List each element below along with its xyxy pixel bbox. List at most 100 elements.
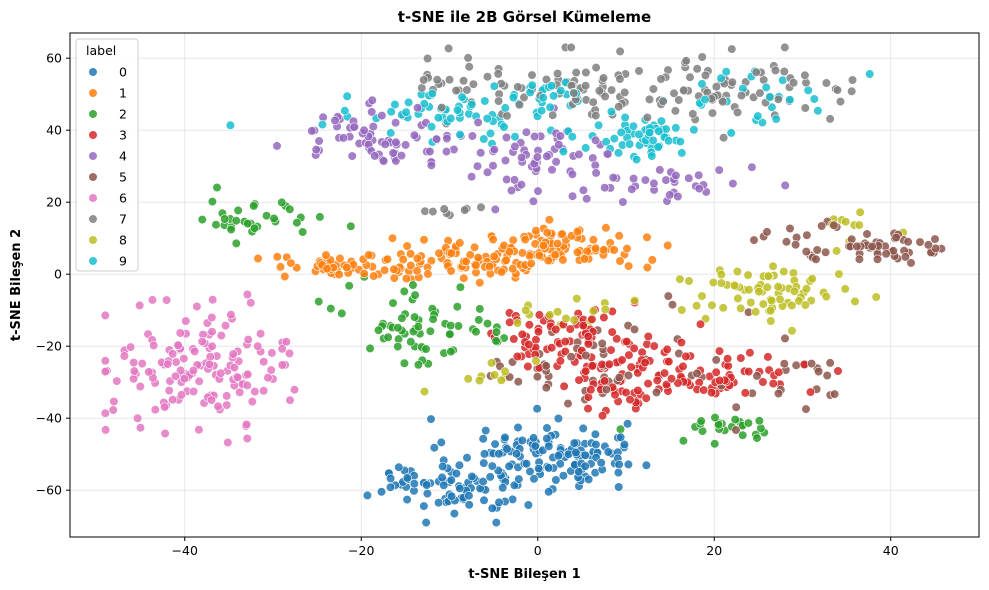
data-point-label-6	[129, 366, 139, 376]
data-point-label-7	[569, 88, 579, 98]
data-point-label-9	[558, 147, 569, 157]
x-tick-label: −20	[348, 543, 374, 558]
data-point-label-6	[126, 342, 136, 352]
data-point-label-0	[362, 490, 373, 501]
data-point-label-8	[821, 292, 831, 302]
data-point-label-6	[259, 357, 269, 367]
data-point-label-2	[474, 315, 484, 325]
data-point-label-4	[528, 196, 539, 206]
data-point-label-8	[775, 294, 785, 305]
data-point-label-4	[489, 145, 499, 155]
data-point-label-6	[205, 359, 215, 369]
data-point-label-4	[640, 175, 651, 185]
data-point-label-1	[446, 248, 457, 258]
data-point-label-2	[315, 212, 325, 222]
data-point-label-1	[552, 239, 563, 249]
data-point-label-4	[401, 140, 411, 150]
data-point-label-6	[243, 335, 253, 345]
y-tick-label: −40	[36, 411, 62, 426]
data-point-label-3	[643, 379, 653, 389]
data-point-label-3	[517, 329, 527, 340]
data-point-label-8	[787, 326, 797, 336]
y-tick-label: 60	[46, 51, 62, 66]
data-point-label-9	[616, 127, 626, 137]
legend-marker-5	[88, 172, 98, 182]
data-point-label-3	[711, 367, 721, 377]
data-point-label-0	[574, 467, 584, 477]
data-point-label-4	[388, 148, 398, 158]
data-point-label-1	[359, 269, 369, 279]
data-point-label-7	[581, 67, 591, 78]
data-point-label-7	[711, 82, 722, 92]
data-point-label-7	[462, 85, 472, 95]
data-point-label-2	[383, 332, 393, 342]
data-point-label-6	[220, 321, 231, 331]
data-point-label-5	[513, 377, 523, 387]
data-point-label-8	[707, 300, 717, 310]
legend-label-3: 3	[119, 128, 127, 143]
data-point-label-7	[732, 107, 743, 117]
data-point-label-5	[762, 227, 772, 237]
y-tick-label: 20	[46, 195, 62, 210]
data-point-label-7	[692, 64, 702, 74]
data-point-label-4	[307, 126, 317, 136]
data-point-label-0	[513, 422, 523, 433]
y-tick-label: 0	[54, 267, 62, 282]
data-point-label-9	[433, 113, 444, 123]
data-point-label-7	[615, 46, 625, 57]
data-point-label-2	[453, 321, 464, 331]
data-point-label-3	[763, 352, 773, 362]
data-point-label-4	[547, 165, 557, 175]
data-point-label-3	[610, 390, 620, 400]
data-point-label-4	[555, 131, 566, 141]
data-point-label-9	[467, 99, 477, 110]
data-point-label-0	[622, 419, 633, 429]
data-point-label-4	[482, 167, 493, 177]
data-point-label-1	[459, 273, 469, 283]
data-point-label-1	[557, 229, 567, 239]
data-point-label-2	[211, 220, 221, 230]
data-point-label-3	[758, 377, 768, 387]
data-point-label-0	[571, 447, 581, 458]
data-point-label-4	[590, 135, 601, 145]
legend-label-7: 7	[119, 212, 127, 227]
data-point-label-9	[624, 139, 635, 149]
data-point-label-2	[393, 342, 403, 352]
data-point-label-7	[688, 109, 698, 119]
data-point-label-9	[656, 116, 667, 126]
data-point-label-4	[431, 134, 442, 144]
data-point-label-5	[601, 385, 612, 395]
data-point-label-3	[512, 351, 523, 362]
data-point-label-4	[747, 162, 757, 172]
data-point-label-4	[649, 178, 659, 188]
data-point-label-8	[552, 307, 563, 317]
data-point-label-2	[243, 219, 253, 229]
data-point-label-3	[706, 388, 717, 398]
data-point-label-8	[675, 274, 685, 284]
data-point-label-5	[752, 371, 762, 381]
data-point-label-8	[754, 287, 764, 297]
data-point-label-9	[647, 151, 657, 161]
data-point-label-7	[751, 67, 761, 77]
data-point-label-3	[641, 393, 651, 403]
data-point-label-5	[779, 359, 789, 369]
data-point-label-1	[402, 241, 412, 251]
data-point-label-7	[780, 42, 790, 53]
data-point-label-5	[829, 220, 839, 230]
data-point-label-9	[765, 92, 775, 102]
legend-label-8: 8	[119, 233, 127, 248]
data-point-label-8	[779, 267, 789, 277]
data-point-label-3	[643, 331, 653, 342]
data-point-label-6	[213, 401, 223, 411]
data-point-label-5	[817, 221, 827, 231]
data-point-label-2	[226, 224, 236, 235]
data-point-label-0	[514, 474, 524, 484]
data-point-label-8	[708, 277, 719, 288]
data-point-label-8	[490, 370, 500, 380]
data-point-label-3	[555, 356, 566, 366]
data-point-label-5	[780, 333, 790, 344]
data-point-label-2	[756, 423, 766, 433]
legend-label-4: 4	[119, 149, 127, 164]
x-tick-label: 40	[883, 543, 899, 558]
data-point-label-7	[459, 76, 469, 86]
